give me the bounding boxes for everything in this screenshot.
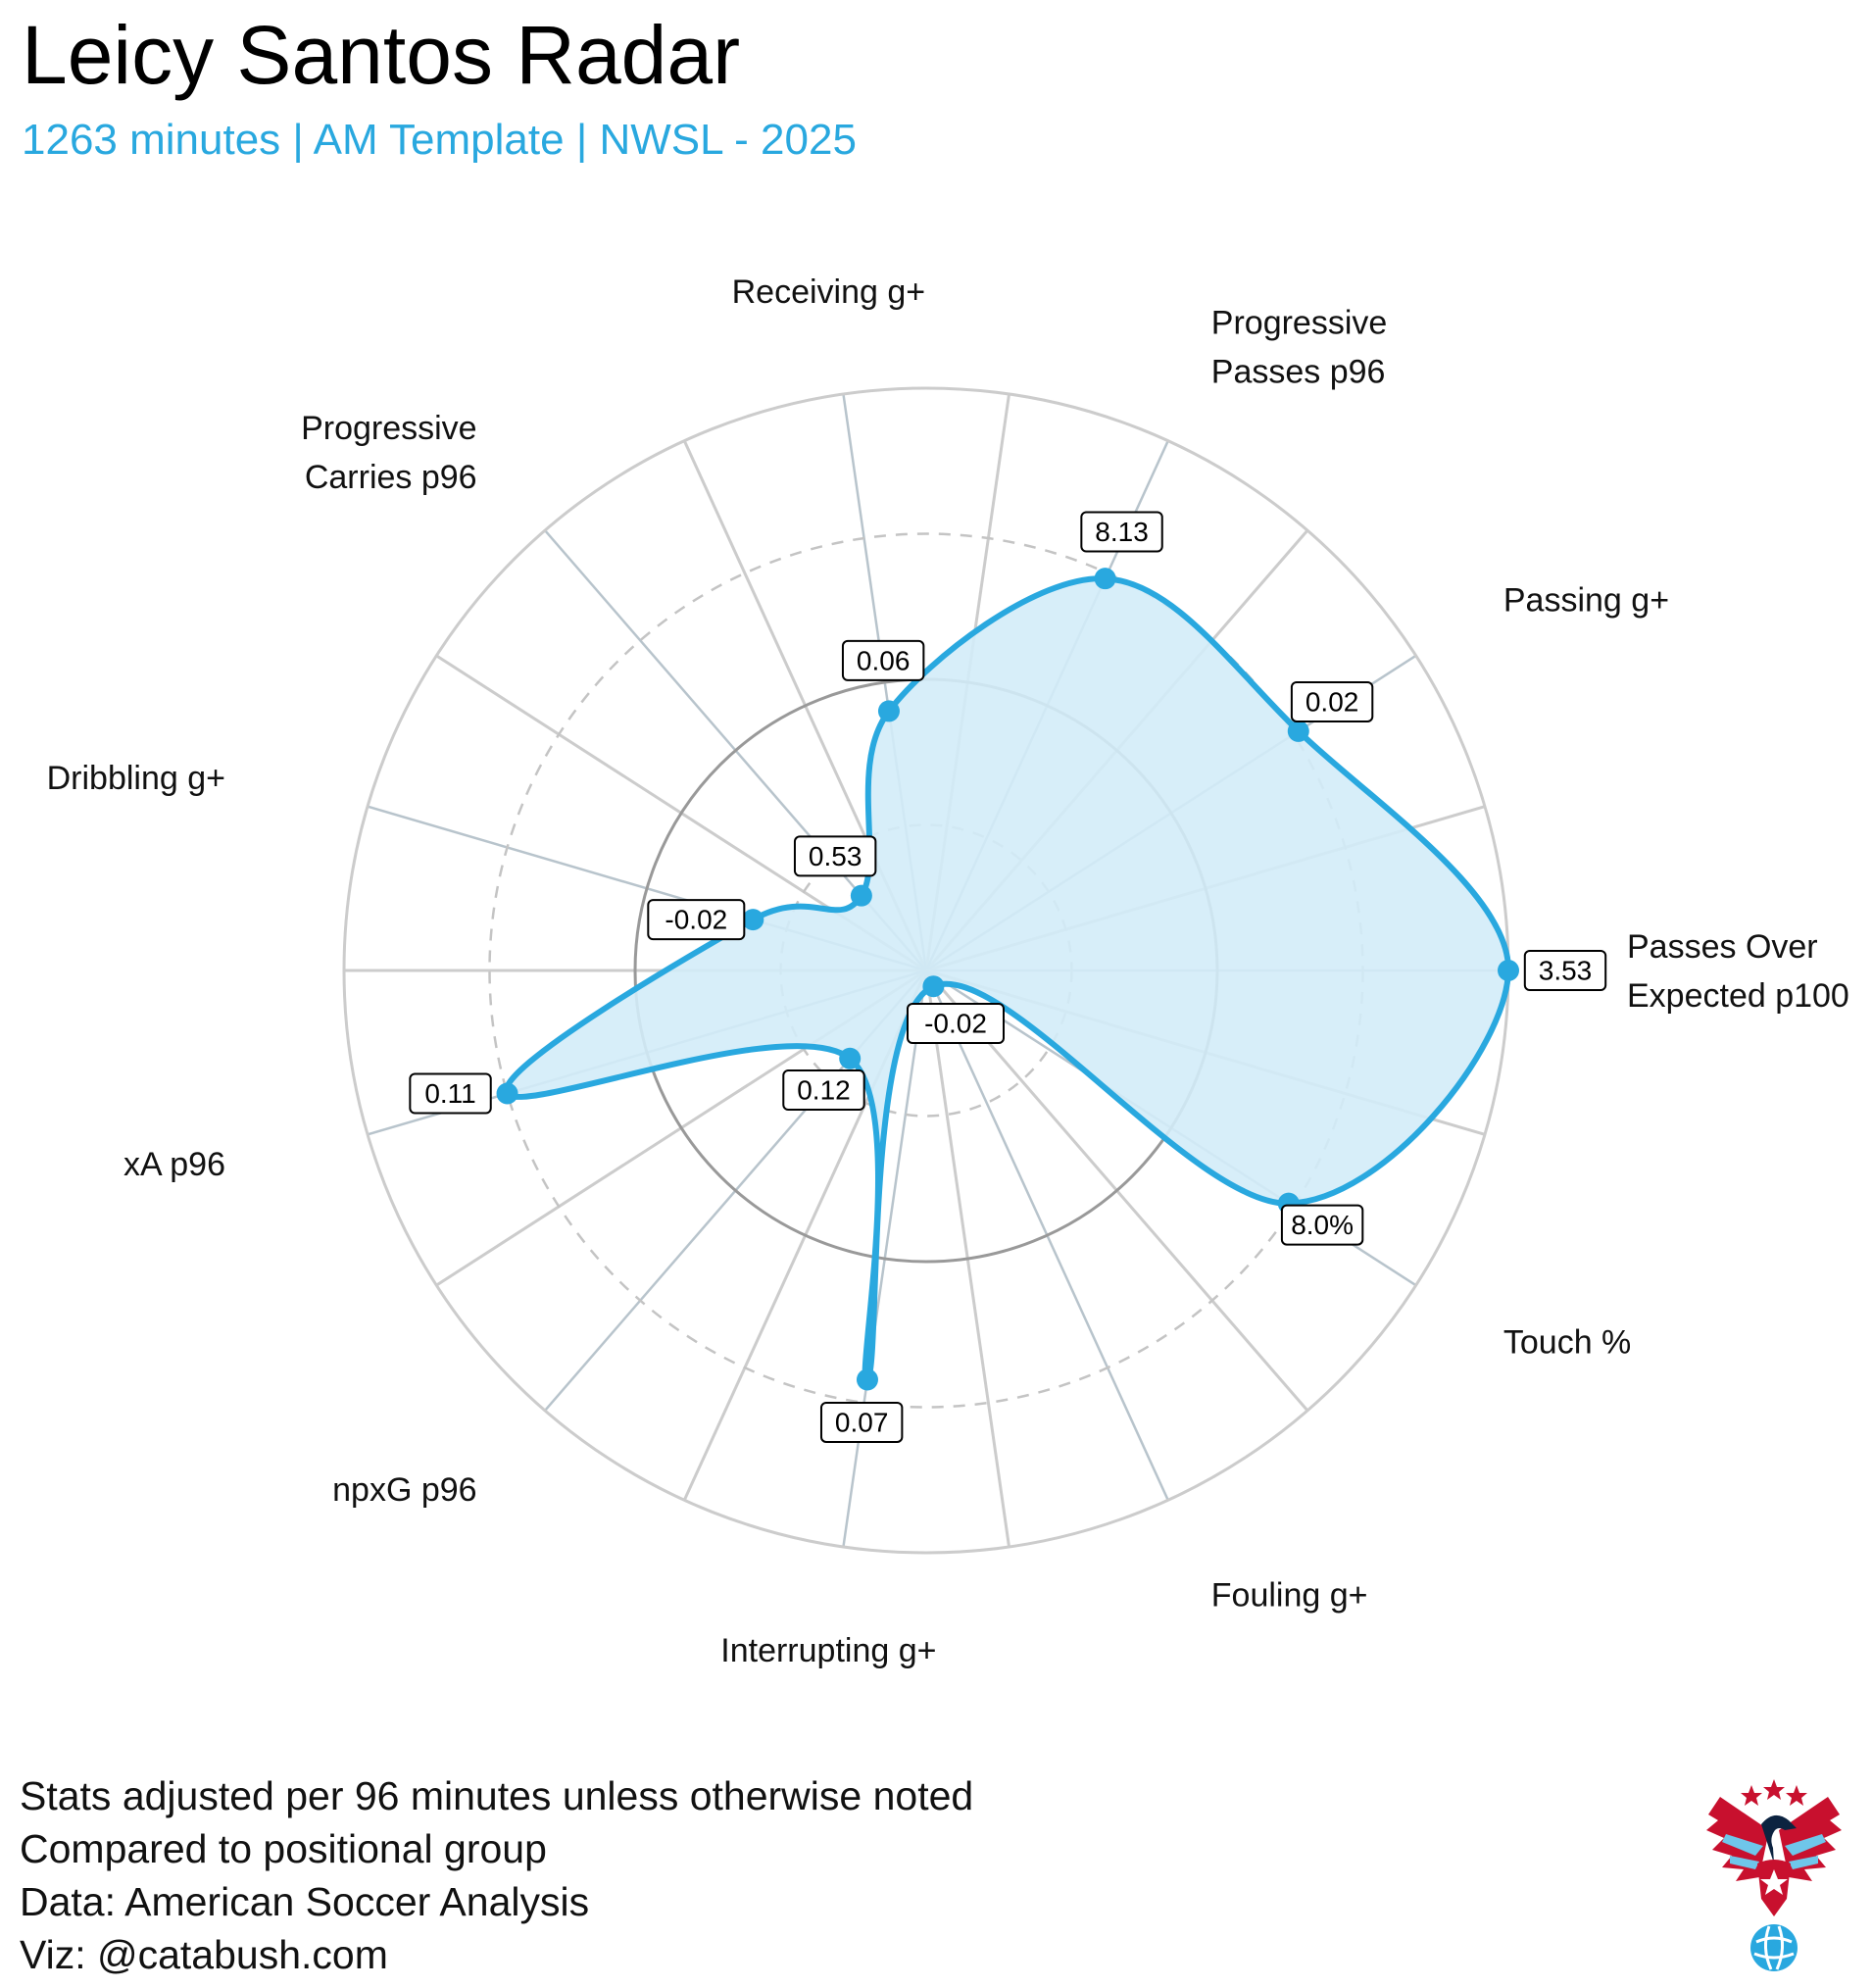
radar-points <box>496 568 1519 1391</box>
radar-chart: 3.53 0.02 8.13 0.06 0.53 -0.02 0.11 0.12 0.07 -0.… <box>47 273 1849 1669</box>
axis-label: Touch % <box>1503 1323 1631 1361</box>
value-label: 0.06 <box>857 645 911 675</box>
axis-label: Receiving g+ <box>732 273 926 311</box>
axis-label: Passing g+ <box>1503 582 1669 620</box>
value-labels: 3.53 0.02 8.13 0.06 0.53 -0.02 0.11 0.12 0.07 -0.… <box>409 511 1607 1443</box>
value-label-box <box>819 1401 904 1443</box>
data-point <box>742 909 764 931</box>
value-label: 0.07 <box>835 1407 889 1437</box>
footer-line: Stats adjusted per 96 minutes unless oth… <box>20 1773 974 1818</box>
value-label-box <box>793 835 877 877</box>
footer-notes: Stats adjusted per 96 minutes unless oth… <box>20 1769 973 1981</box>
value-label-box <box>409 1072 492 1115</box>
value-label-box <box>782 1069 865 1112</box>
value-label-box <box>647 899 746 941</box>
axis-label: npxG p96 <box>332 1471 476 1509</box>
footer-line: Data: American Soccer Analysis <box>20 1879 590 1924</box>
value-label: 3.53 <box>1539 956 1593 986</box>
value-label-box <box>1080 511 1163 553</box>
data-point <box>856 1368 878 1391</box>
value-label-box <box>1290 680 1374 722</box>
data-point <box>1498 960 1519 981</box>
axis-label: Progressive Passes p96 <box>1211 304 1388 390</box>
value-label: 0.12 <box>797 1075 851 1106</box>
value-label-box <box>841 639 925 681</box>
axis-label: xA p96 <box>123 1146 225 1183</box>
data-point <box>877 700 900 722</box>
axis-label: Progressive Carries p96 <box>301 410 477 496</box>
data-point <box>850 884 872 907</box>
chart-subtitle: 1263 minutes | AM Template | NWSL - 2025 <box>22 116 857 164</box>
axis-label: Passes Over Expected p100 <box>1627 928 1849 1015</box>
value-label-box <box>1280 1204 1364 1246</box>
value-label-box <box>1523 950 1607 991</box>
axis-label: Fouling g+ <box>1211 1577 1368 1615</box>
data-point <box>839 1047 862 1069</box>
value-label: 0.11 <box>424 1078 475 1109</box>
value-label: -0.02 <box>924 1009 987 1039</box>
eagle-soccer-crest-icon <box>1706 1779 1842 1971</box>
data-point <box>1287 720 1309 742</box>
value-label: 8.13 <box>1095 517 1149 547</box>
value-label: -0.02 <box>665 905 727 935</box>
value-label: 0.53 <box>809 841 862 871</box>
data-point <box>1094 568 1116 590</box>
value-label-box <box>907 1003 1005 1044</box>
data-point <box>496 1082 518 1105</box>
chart-title: Leicy Santos Radar <box>22 9 741 101</box>
footer-line: Compared to positional group <box>20 1826 547 1871</box>
axis-label: Dribbling g+ <box>47 760 225 797</box>
axis-labels: Passes Over Expected p100 Passing g+ Progre… <box>47 273 1849 1669</box>
value-label: 0.02 <box>1305 686 1359 717</box>
footer-line: Viz: @catabush.com <box>20 1932 388 1977</box>
data-point <box>922 975 945 998</box>
axis-label: Interrupting g+ <box>720 1632 936 1669</box>
value-label: 8.0% <box>1291 1210 1354 1240</box>
